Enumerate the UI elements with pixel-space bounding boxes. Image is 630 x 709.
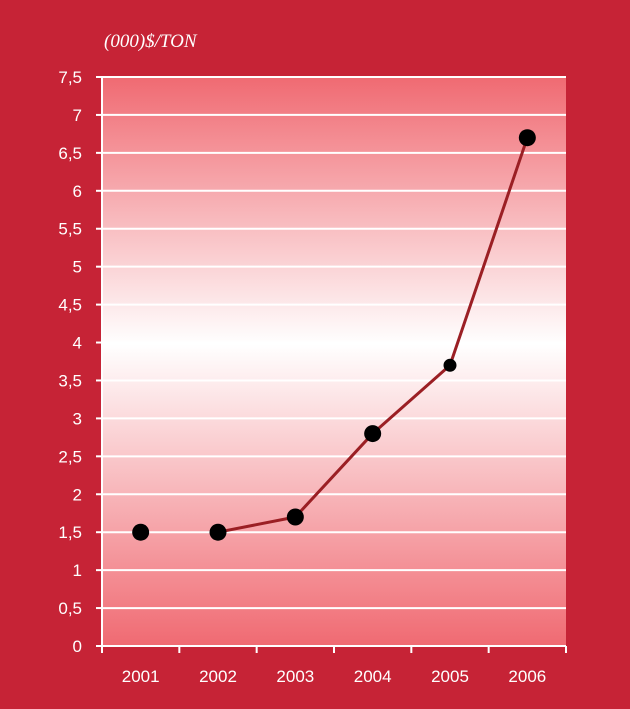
y-tick-label: 0 <box>73 637 82 656</box>
data-point <box>132 523 150 541</box>
y-tick-label: 7,5 <box>58 68 82 87</box>
y-tick-label: 6,5 <box>58 144 82 163</box>
data-point <box>443 358 457 372</box>
y-tick-labels: 0 0,5 1 1,5 2 2,5 3 3,5 4 4,5 5 5,5 6 6,5 7 7,5 <box>58 68 82 656</box>
x-tick-labels: 2001 2002 2003 2004 2005 2006 <box>122 667 546 686</box>
y-tick-label: 7 <box>73 106 82 125</box>
x-tick-label: 2004 <box>354 667 392 686</box>
x-tick-label: 2003 <box>276 667 314 686</box>
grid-lines <box>102 76 566 610</box>
x-tick-label: 2005 <box>431 667 469 686</box>
y-tick-label: 4 <box>73 334 82 353</box>
data-series <box>132 129 536 541</box>
data-point <box>209 523 227 541</box>
y-tick-label: 4,5 <box>58 296 82 315</box>
y-tick-label: 5,5 <box>58 220 82 239</box>
y-tick-label: 3 <box>73 409 82 428</box>
x-tick-label: 2002 <box>199 667 237 686</box>
y-tick-label: 1,5 <box>58 523 82 542</box>
y-tick-label: 3,5 <box>58 371 82 390</box>
x-tick-label: 2006 <box>508 667 546 686</box>
data-point <box>364 425 382 443</box>
y-tick-label: 2,5 <box>58 447 82 466</box>
x-tick-label: 2001 <box>122 667 160 686</box>
y-tick-label: 0,5 <box>58 599 82 618</box>
y-tick-label: 6 <box>73 182 82 201</box>
y-tick-label: 1 <box>73 561 82 580</box>
y-tick-label: 2 <box>73 485 82 504</box>
data-point <box>286 508 304 526</box>
plot-area <box>102 77 566 646</box>
unit-label: (000)$/TON <box>104 31 198 52</box>
axes <box>96 76 567 653</box>
data-point <box>518 129 536 147</box>
y-tick-label: 5 <box>73 258 82 277</box>
